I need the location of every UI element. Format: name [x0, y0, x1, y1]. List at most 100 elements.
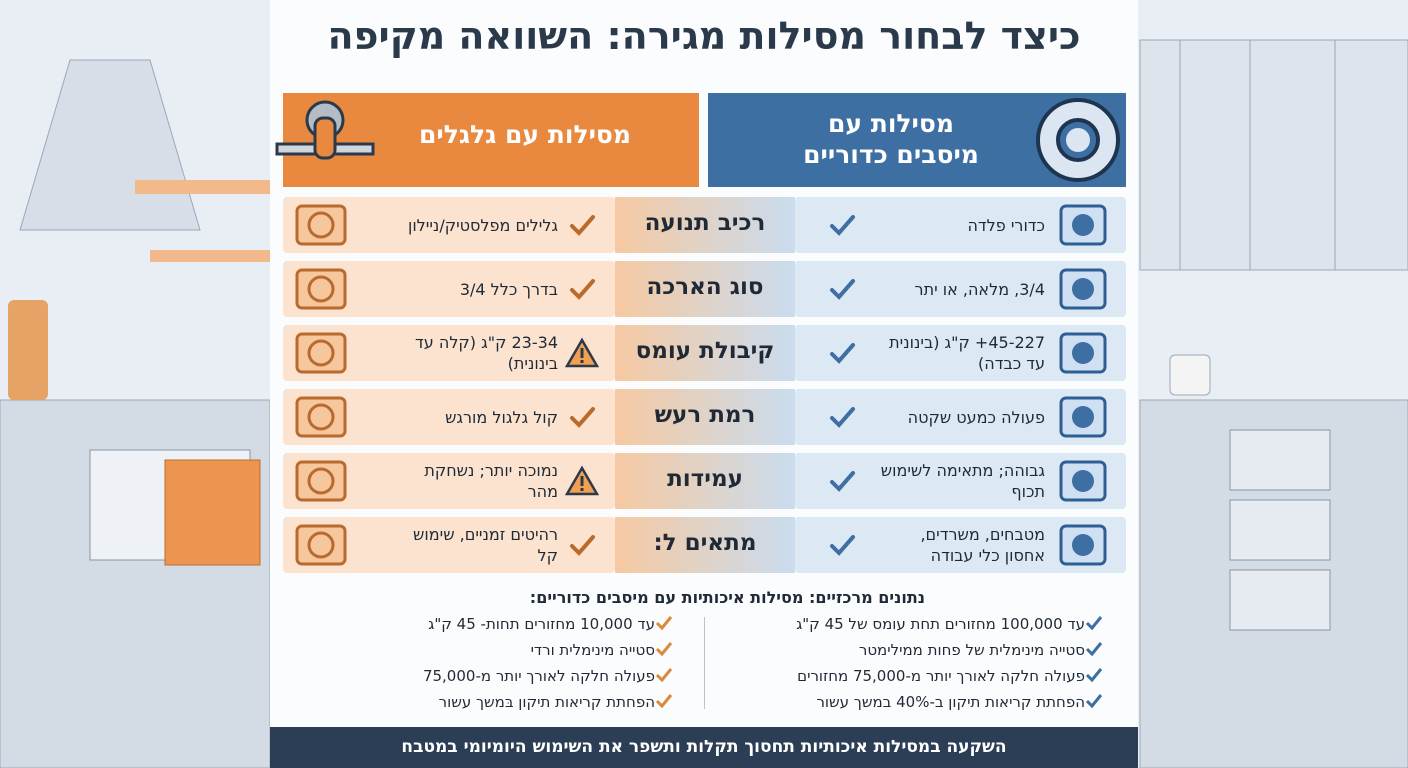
- roller-text: בדרך כלל 3/4: [459, 279, 558, 299]
- decor: [295, 332, 347, 374]
- decor: [135, 180, 270, 194]
- roller-status: [564, 464, 600, 502]
- label-cell: [615, 197, 795, 253]
- decor: [1085, 616, 1103, 631]
- decor: [1059, 524, 1107, 566]
- label-cell: [615, 261, 795, 317]
- decor: [570, 279, 595, 300]
- decor: [1059, 268, 1107, 310]
- decor: [1085, 668, 1103, 683]
- ball-status: [825, 464, 859, 502]
- row-label: רמת רעש: [654, 402, 756, 428]
- decor: [307, 467, 335, 495]
- decor: [1229, 569, 1331, 631]
- label-cell: [615, 453, 795, 509]
- decor: [1085, 616, 1103, 631]
- decor: [580, 476, 584, 486]
- bearing-icon: [1036, 98, 1120, 182]
- decor: [1085, 642, 1103, 657]
- roller-header-text: מסילות עם גלגלים: [418, 120, 632, 149]
- roller-text: קול גלגול מורגש: [445, 407, 558, 427]
- footer: השקעה במסילות איכותיות תחסוך תקלות ותשפר…: [401, 737, 1007, 757]
- ball-header-text: מסילות עם מיסבים כדוריים: [760, 108, 1022, 170]
- decor: [830, 535, 855, 556]
- fact-text: פעולה חלקה לאורך יותר מ-75,000: [422, 667, 655, 685]
- decor: [830, 343, 855, 364]
- decor: [830, 535, 855, 556]
- decor: [295, 396, 347, 438]
- ball-icon: [1055, 328, 1111, 382]
- decor: [830, 471, 855, 492]
- roller-text: גלילים מפלסטיק/ניילון: [407, 215, 558, 235]
- fact-text: עד 10,000 מחזורים תחות- 45 ק"ג: [428, 615, 655, 633]
- roller-header: [283, 93, 699, 187]
- decor: [1059, 460, 1107, 502]
- wheel-icon: [275, 100, 375, 160]
- decor: [570, 535, 595, 556]
- decor: [1072, 214, 1094, 236]
- ball-icon: [1055, 456, 1111, 510]
- decor: [1229, 499, 1331, 561]
- decor: [295, 204, 347, 246]
- decor: [570, 535, 595, 556]
- decor: [1072, 278, 1094, 300]
- decor: [570, 407, 595, 428]
- decor: [1072, 534, 1094, 556]
- decor: [655, 668, 673, 683]
- key-facts-title: נתונים מרכזיים: מסילות איכותיות עם מיסבי…: [529, 588, 925, 607]
- fact-check: [652, 611, 676, 639]
- decor: [1072, 470, 1094, 492]
- roller-text: נמוכה יותר; נשחקת מהר: [424, 461, 558, 501]
- decor: [1059, 204, 1107, 246]
- decor: [150, 250, 270, 262]
- ball-status: [825, 400, 859, 438]
- decor: [655, 642, 673, 657]
- decor: [164, 459, 261, 566]
- roller-text: 23-34 ק"ג (קלה עד בינונית): [415, 333, 558, 373]
- ball-text: 45-227+ ק"ג (בינונית עד כבדה): [889, 333, 1045, 373]
- decor: [830, 343, 855, 364]
- decor: [307, 403, 335, 431]
- decor: [1085, 694, 1103, 709]
- decor: [1059, 332, 1107, 374]
- decor: [1072, 406, 1094, 428]
- decor: [8, 300, 48, 400]
- ball-status: [825, 528, 859, 566]
- roller-status: [565, 208, 599, 246]
- decor: [564, 337, 600, 368]
- row-label: קיבולת עומס: [635, 338, 775, 364]
- decor: [1085, 668, 1103, 683]
- ball-icon: [1055, 520, 1111, 574]
- decor: [307, 339, 335, 367]
- decor: [295, 460, 347, 502]
- ball-icon: [1055, 264, 1111, 318]
- decor: [830, 471, 855, 492]
- ball-text: 3/4, מלאה, או יתר: [914, 279, 1045, 299]
- ball-icon: [1055, 392, 1111, 446]
- decor: [295, 268, 347, 310]
- decor: [1066, 128, 1090, 152]
- roller-icon: [293, 520, 349, 574]
- fact-text: הפחתת קריאות תיקון בּמשך עשור: [438, 693, 655, 711]
- row-label: רכיב תנועה: [644, 210, 766, 236]
- decor: [295, 332, 347, 374]
- decor: [830, 279, 855, 300]
- ball-status: [825, 208, 859, 246]
- roller-status: [565, 272, 599, 310]
- roller-icon: [293, 392, 349, 446]
- decor: [580, 348, 584, 358]
- decor: [295, 524, 347, 566]
- decor: [1229, 429, 1331, 491]
- decor: [1085, 642, 1103, 657]
- decor: [830, 407, 855, 428]
- fact-text: עד 100,000 מחזורים תחת עומס של 45 ק"ג: [796, 615, 1085, 633]
- fact-text: סטייה מינימלית ורדי: [530, 641, 655, 659]
- divider: [704, 617, 705, 709]
- decor: [655, 642, 673, 657]
- decor: [1169, 354, 1211, 396]
- row-label: מתאים ל:: [653, 530, 757, 556]
- decor: [830, 279, 855, 300]
- decor: [570, 279, 595, 300]
